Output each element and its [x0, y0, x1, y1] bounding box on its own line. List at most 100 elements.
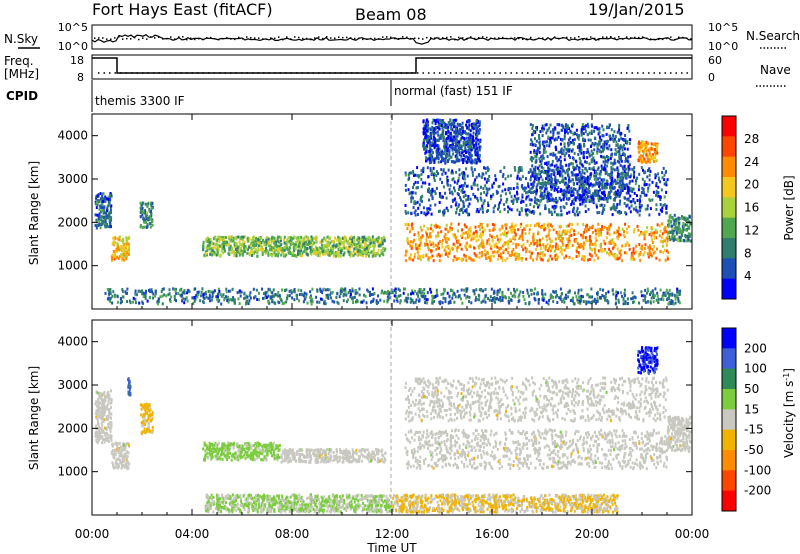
- scatter-cell: [628, 138, 631, 142]
- scatter-cell: [556, 123, 559, 126]
- scatter-cell: [237, 250, 239, 254]
- scatter-cell: [627, 188, 630, 192]
- scatter-cell: [94, 213, 97, 217]
- scatter-cell: [584, 228, 586, 232]
- scatter-cell: [258, 243, 261, 247]
- scatter-cell: [380, 251, 383, 255]
- scatter-cell: [613, 245, 616, 249]
- scatter-cell: [455, 207, 458, 211]
- scatter-cell: [209, 240, 212, 244]
- scatter-cell: [588, 154, 591, 158]
- scatter-cell: [567, 224, 570, 228]
- scatter-cell: [558, 230, 561, 234]
- scatter-cell: [427, 129, 430, 133]
- scatter-cell: [577, 153, 580, 157]
- scatter-cell: [432, 245, 435, 249]
- scatter-cell: [476, 133, 479, 137]
- scatter-cell: [651, 155, 654, 159]
- scatter-cell: [673, 234, 676, 238]
- nsearch-point: [186, 38, 188, 41]
- scatter-cell: [404, 188, 407, 192]
- scatter-cell: [597, 256, 600, 260]
- scatter-cell: [294, 247, 297, 251]
- scatter-cell: [440, 242, 443, 246]
- nsearch-point: [510, 37, 512, 40]
- scatter-cell: [576, 207, 579, 211]
- scatter-cell: [618, 210, 621, 214]
- scatter-cell: [566, 243, 569, 247]
- scatter-cell: [127, 253, 130, 256]
- scatter-cell: [443, 151, 446, 155]
- scatter-cell: [427, 246, 430, 250]
- scatter-cell: [617, 146, 620, 150]
- scatter-cell: [231, 251, 234, 254]
- scatter-cell: [545, 144, 548, 148]
- scatter-cell: [436, 143, 439, 147]
- scatter-cell: [458, 168, 461, 172]
- scatter-cell: [573, 182, 575, 186]
- scatter-cell: [427, 207, 430, 211]
- scatter-cell: [338, 250, 341, 254]
- scatter-cell: [429, 161, 431, 165]
- scatter-cell: [574, 213, 577, 217]
- scatter-cell: [632, 207, 635, 211]
- scatter-cell: [439, 136, 442, 140]
- scatter-cell: [663, 173, 666, 177]
- scatter-cell: [527, 171, 530, 174]
- scatter-cell: [119, 247, 122, 251]
- scatter-cell: [426, 129, 428, 133]
- scatter-cell: [433, 189, 436, 193]
- scatter-cell: [614, 148, 617, 152]
- scatter-cell: [641, 177, 644, 181]
- scatter-cell: [447, 130, 450, 134]
- scatter-cell: [482, 187, 485, 190]
- scatter-cell: [308, 240, 311, 244]
- scatter-cell: [458, 187, 460, 191]
- scatter-cell: [613, 231, 616, 235]
- scatter-cell: [426, 166, 429, 170]
- scatter-cell: [506, 230, 509, 234]
- scatter-cell: [649, 155, 652, 159]
- scatter-cell: [446, 154, 449, 158]
- scatter-cell: [461, 228, 463, 232]
- scatter-cell: [430, 212, 433, 216]
- scatter-cell: [550, 249, 553, 253]
- scatter-cell: [630, 251, 633, 255]
- scatter-cell: [549, 240, 552, 244]
- nsearch-point: [638, 36, 640, 39]
- scatter-cell: [461, 148, 464, 152]
- scatter-cell: [633, 175, 635, 179]
- scatter-cell: [654, 236, 657, 240]
- scatter-cell: [533, 237, 536, 241]
- scatter-cell: [454, 131, 456, 135]
- scatter-cell: [212, 242, 215, 246]
- scatter-cell: [339, 249, 342, 253]
- scatter-cell: [469, 155, 472, 159]
- scatter-cell: [99, 218, 102, 222]
- scatter-cell: [448, 132, 451, 136]
- scatter-cell: [540, 170, 543, 174]
- scatter-cell: [545, 196, 548, 200]
- scatter-cell: [363, 250, 366, 254]
- scatter-cell: [434, 144, 437, 148]
- scatter-cell: [148, 209, 151, 213]
- scatter-cell: [454, 129, 457, 133]
- nsearch-point: [250, 37, 252, 39]
- scatter-cell: [478, 234, 481, 238]
- scatter-cell: [521, 238, 524, 242]
- scatter-cell: [648, 168, 651, 171]
- scatter-cell: [585, 229, 588, 233]
- nsearch-point: [166, 37, 168, 40]
- nsearch-point: [218, 38, 220, 41]
- scatter-cell: [566, 211, 569, 215]
- scatter-cell: [273, 250, 276, 254]
- scatter-cell: [606, 251, 609, 255]
- scatter-cell: [635, 208, 638, 212]
- scatter-cell: [609, 223, 612, 227]
- scatter-cell: [574, 167, 577, 171]
- scatter-cell: [474, 178, 477, 182]
- scatter-cell: [104, 222, 107, 226]
- scatter-cell: [426, 126, 429, 130]
- scatter-cell: [583, 256, 586, 260]
- scatter-cell: [127, 237, 130, 241]
